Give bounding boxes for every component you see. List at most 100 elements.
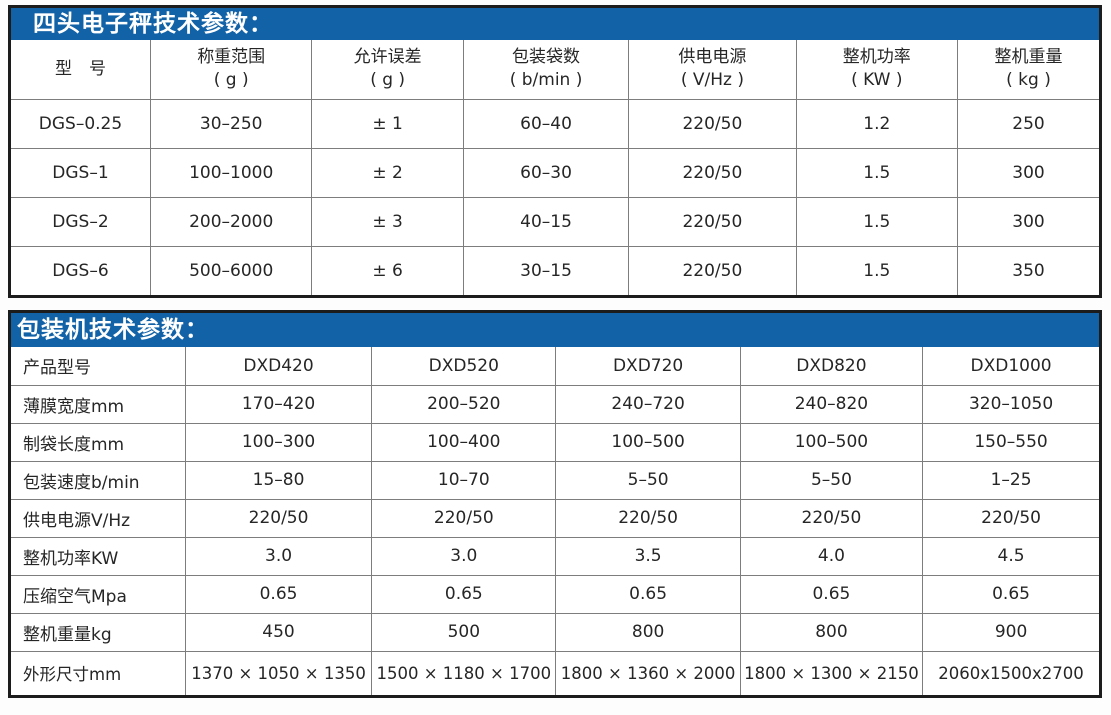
packer-value-cell: 1–25 (922, 460, 1100, 500)
packer-row-label: 整机重量kg (10, 612, 186, 652)
packer-panel-title: 包装机技术参数： (11, 313, 1099, 347)
packer-value-cell: 1800 × 1360 × 2000 (555, 650, 741, 696)
packer-value-cell: 15–80 (184, 460, 373, 500)
packer-value-cell: 240–720 (555, 384, 741, 424)
packer-value-cell: 0.65 (184, 574, 373, 614)
scale-value-cell: 1.5 (795, 245, 959, 296)
packer-row-label: 供电电源V/Hz (10, 498, 186, 538)
packer-value-cell: 3.0 (184, 536, 373, 576)
packer-value-cell: 500 (371, 612, 557, 652)
packer-value-cell: 450 (184, 612, 373, 652)
scale-value-cell: 300 (957, 196, 1100, 247)
packer-table-row: 薄膜宽度mm 170–420 200–520 240–720 240–820 320–10… (10, 384, 1100, 424)
packer-value-cell: 0.65 (739, 574, 924, 614)
packer-table-row: 供电电源V/Hz 220/50 220/50 220/50 220/50 220/50 (10, 498, 1100, 538)
scale-value-cell: 30–15 (462, 245, 630, 296)
scale-column-header: 型 号 (10, 39, 151, 100)
packer-value-cell: 220/50 (184, 498, 373, 538)
scale-model-cell: DGS–6 (10, 245, 151, 296)
scale-value-cell: ± 6 (311, 245, 464, 296)
packer-value-cell: 200–520 (371, 384, 557, 424)
packer-value-cell: DXD720 (555, 346, 741, 386)
packer-value-cell: 0.65 (922, 574, 1100, 614)
packer-value-cell: 5–50 (555, 460, 741, 500)
packer-table-row: 整机重量kg 450 500 800 800 900 (10, 612, 1100, 652)
packer-row-label: 外形尺寸mm (10, 650, 186, 696)
packer-value-cell: 170–420 (184, 384, 373, 424)
packer-value-cell: 100–500 (555, 422, 741, 462)
packer-value-cell: 0.65 (371, 574, 557, 614)
packer-value-cell: 5–50 (739, 460, 924, 500)
scale-header-row: 型 号称重范围 ( g ) 允许误差 ( g ) 包装袋数 ( b/min ) 供电电… (10, 39, 1100, 100)
scale-model-cell: DGS–2 (10, 196, 151, 247)
packer-row-label: 整机功率KW (10, 536, 186, 576)
packer-value-cell: 220/50 (739, 498, 924, 538)
packer-params-table: 产品型号 DXD420 DXD520 DXD720 DXD820 DXD1000 薄膜宽度m… (10, 346, 1100, 696)
packer-value-cell: 1370 × 1050 × 1350 (184, 650, 373, 696)
scale-column-header: 允许误差 ( g ) (311, 39, 464, 100)
scale-value-cell: 60–40 (462, 98, 630, 149)
scale-value-cell: 1.5 (795, 196, 959, 247)
packer-value-cell: 1800 × 1300 × 2150 (739, 650, 924, 696)
packer-value-cell: 220/50 (922, 498, 1100, 538)
scale-value-cell: 220/50 (628, 196, 797, 247)
packer-value-cell: 900 (922, 612, 1100, 652)
scale-column-header: 整机重量 ( kg ) (957, 39, 1100, 100)
packer-value-cell: 2060x1500x2700 (922, 650, 1100, 696)
packer-params-panel: 包装机技术参数： 产品型号 DXD420 DXD520 DXD720 DXD820 DXD… (8, 310, 1102, 698)
scale-column-header: 供电电源 ( V/Hz ) (628, 39, 797, 100)
scale-value-cell: 220/50 (628, 245, 797, 296)
packer-value-cell: 4.5 (922, 536, 1100, 576)
scale-params-table: 型 号称重范围 ( g ) 允许误差 ( g ) 包装袋数 ( b/min ) 供电电… (10, 39, 1100, 296)
packer-value-cell: 800 (555, 612, 741, 652)
scale-value-cell: ± 1 (311, 98, 464, 149)
scale-value-cell: 200–2000 (149, 196, 313, 247)
scale-table-row: DGS–2 200–2000 ± 3 40–15 220/50 1.5 300 (10, 196, 1100, 247)
packer-value-cell: 3.0 (371, 536, 557, 576)
scale-value-cell: 1.2 (795, 98, 959, 149)
scale-column-header: 包装袋数 ( b/min ) (462, 39, 630, 100)
packer-value-cell: DXD420 (184, 346, 373, 386)
scale-params-panel: 四头电子秤技术参数： 型 号称重范围 ( g ) 允许误差 ( g ) 包装袋数 (… (8, 5, 1102, 298)
packer-value-cell: 100–500 (739, 422, 924, 462)
scale-model-cell: DGS–0.25 (10, 98, 151, 149)
packer-value-cell: 10–70 (371, 460, 557, 500)
packer-value-cell: DXD520 (371, 346, 557, 386)
packer-row-label: 薄膜宽度mm (10, 384, 186, 424)
packer-value-cell: 150–550 (922, 422, 1100, 462)
scale-column-header: 称重范围 ( g ) (149, 39, 313, 100)
scale-value-cell: 40–15 (462, 196, 630, 247)
packer-value-cell: 800 (739, 612, 924, 652)
packer-value-cell: DXD1000 (922, 346, 1100, 386)
packer-table-row: 整机功率KW 3.0 3.0 3.5 4.0 4.5 (10, 536, 1100, 576)
scale-value-cell: 300 (957, 147, 1100, 198)
scale-value-cell: 100–1000 (149, 147, 313, 198)
packer-value-cell: 320–1050 (922, 384, 1100, 424)
scale-value-cell: ± 3 (311, 196, 464, 247)
packer-value-cell: 100–400 (371, 422, 557, 462)
scale-table-row: DGS–1 100–1000 ± 2 60–30 220/50 1.5 300 (10, 147, 1100, 198)
packer-row-label: 制袋长度mm (10, 422, 186, 462)
packer-value-cell: 100–300 (184, 422, 373, 462)
packer-row-label: 产品型号 (10, 346, 186, 386)
scale-value-cell: 350 (957, 245, 1100, 296)
packer-value-cell: DXD820 (739, 346, 924, 386)
scale-value-cell: 220/50 (628, 147, 797, 198)
scale-value-cell: 60–30 (462, 147, 630, 198)
packer-table-row: 外形尺寸mm 1370 × 1050 × 1350 1500 × 1180 × 17… (10, 650, 1100, 696)
scale-value-cell: 250 (957, 98, 1100, 149)
packer-value-cell: 4.0 (739, 536, 924, 576)
packer-value-cell: 0.65 (555, 574, 741, 614)
scale-value-cell: 500–6000 (149, 245, 313, 296)
scale-column-header: 整机功率 ( KW ) (795, 39, 959, 100)
packer-table-row: 压缩空气Mpa 0.65 0.65 0.65 0.65 0.65 (10, 574, 1100, 614)
packer-value-cell: 3.5 (555, 536, 741, 576)
scale-model-cell: DGS–1 (10, 147, 151, 198)
scale-panel-title: 四头电子秤技术参数： (11, 8, 1099, 40)
packer-row-label: 压缩空气Mpa (10, 574, 186, 614)
scale-table-row: DGS–6 500–6000 ± 6 30–15 220/50 1.5 350 (10, 245, 1100, 296)
packer-value-cell: 220/50 (371, 498, 557, 538)
packer-table-row: 包装速度b/min 15–80 10–70 5–50 5–50 1–25 (10, 460, 1100, 500)
scale-value-cell: 1.5 (795, 147, 959, 198)
